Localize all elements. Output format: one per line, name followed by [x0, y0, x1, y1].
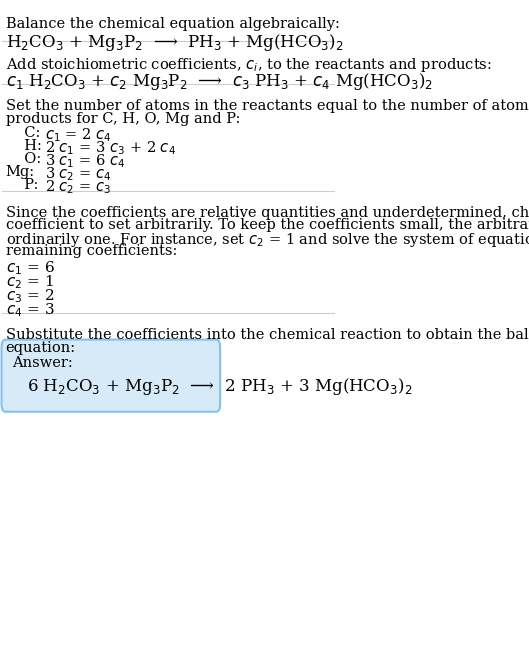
Text: 2 $c_2$ = $c_3$: 2 $c_2$ = $c_3$: [45, 178, 112, 195]
Text: H$_2$CO$_3$ + Mg$_3$P$_2$  ⟶  PH$_3$ + Mg(HCO$_3$)$_2$: H$_2$CO$_3$ + Mg$_3$P$_2$ ⟶ PH$_3$ + Mg(…: [5, 32, 343, 53]
Text: Answer:: Answer:: [12, 356, 73, 369]
Text: Balance the chemical equation algebraically:: Balance the chemical equation algebraica…: [5, 17, 340, 32]
Text: Mg:: Mg:: [5, 165, 35, 179]
Text: Since the coefficients are relative quantities and underdetermined, choose a: Since the coefficients are relative quan…: [5, 206, 529, 219]
Text: coefficient to set arbitrarily. To keep the coefficients small, the arbitrary va: coefficient to set arbitrarily. To keep …: [5, 219, 529, 232]
Text: 2 $c_1$ = 3 $c_3$ + 2 $c_4$: 2 $c_1$ = 3 $c_3$ + 2 $c_4$: [45, 139, 176, 157]
FancyBboxPatch shape: [2, 340, 220, 411]
Text: 6 H$_2$CO$_3$ + Mg$_3$P$_2$  ⟶  2 PH$_3$ + 3 Mg(HCO$_3$)$_2$: 6 H$_2$CO$_3$ + Mg$_3$P$_2$ ⟶ 2 PH$_3$ +…: [27, 377, 413, 397]
Text: $c_1$ = 6: $c_1$ = 6: [5, 259, 54, 277]
Text: Add stoichiometric coefficients, $c_i$, to the reactants and products:: Add stoichiometric coefficients, $c_i$, …: [5, 56, 491, 74]
Text: $c_3$ = 2: $c_3$ = 2: [5, 287, 54, 305]
Text: Substitute the coefficients into the chemical reaction to obtain the balanced: Substitute the coefficients into the che…: [5, 328, 529, 342]
Text: C:: C:: [15, 126, 41, 140]
Text: 3 $c_1$ = 6 $c_4$: 3 $c_1$ = 6 $c_4$: [45, 152, 126, 170]
Text: $c_1$ = 2 $c_4$: $c_1$ = 2 $c_4$: [45, 126, 112, 144]
Text: $c_1$ H$_2$CO$_3$ + $c_2$ Mg$_3$P$_2$  ⟶  $c_3$ PH$_3$ + $c_4$ Mg(HCO$_3$)$_2$: $c_1$ H$_2$CO$_3$ + $c_2$ Mg$_3$P$_2$ ⟶ …: [5, 71, 433, 92]
Text: ordinarily one. For instance, set $c_2$ = 1 and solve the system of equations fo: ordinarily one. For instance, set $c_2$ …: [5, 232, 529, 249]
Text: P:: P:: [15, 178, 39, 192]
Text: equation:: equation:: [5, 341, 76, 355]
Text: $c_2$ = 1: $c_2$ = 1: [5, 273, 53, 291]
Text: 3 $c_2$ = $c_4$: 3 $c_2$ = $c_4$: [45, 165, 112, 182]
Text: H:: H:: [15, 139, 42, 153]
Text: O:: O:: [15, 152, 42, 166]
Text: remaining coefficients:: remaining coefficients:: [5, 245, 177, 258]
Text: $c_4$ = 3: $c_4$ = 3: [5, 302, 54, 320]
Text: products for C, H, O, Mg and P:: products for C, H, O, Mg and P:: [5, 112, 240, 126]
Text: Set the number of atoms in the reactants equal to the number of atoms in the: Set the number of atoms in the reactants…: [5, 99, 529, 113]
